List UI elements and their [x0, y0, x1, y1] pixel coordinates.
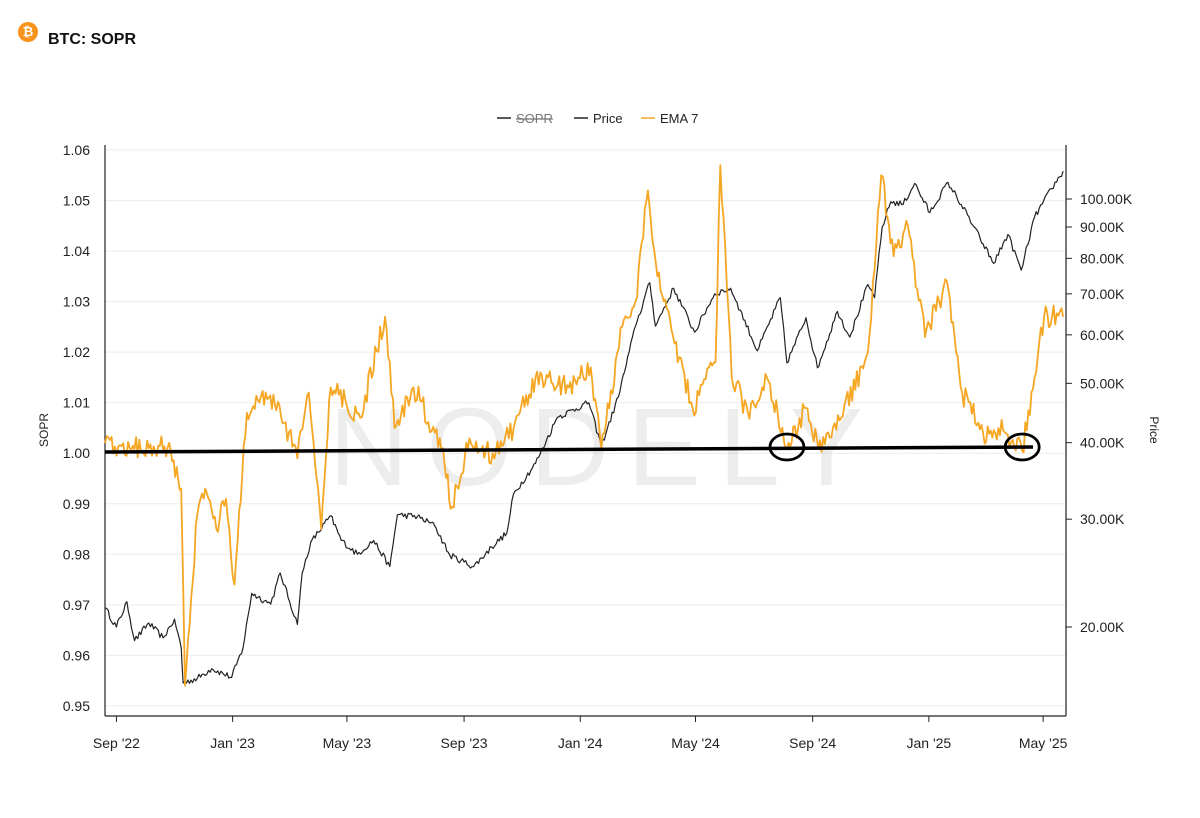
y-left-tick-label: 1.04 [63, 243, 90, 259]
y-left-tick-label: 1.00 [63, 445, 90, 461]
y-right-tick-label: 80.00K [1080, 250, 1125, 266]
y-right-tick-label: 100.00K [1080, 191, 1133, 207]
y-right-tick-label: 70.00K [1080, 286, 1125, 302]
y-left-tick-label: 0.99 [63, 496, 90, 512]
legend-item-sopr: SOPR [516, 111, 553, 126]
y-right-tick-label: 20.00K [1080, 619, 1125, 635]
x-tick-label: Sep '22 [93, 735, 140, 751]
annotation-circle [768, 432, 806, 462]
x-tick-label: Sep '24 [789, 735, 836, 751]
legend-item-price: Price [593, 111, 623, 126]
x-tick-label: May '23 [323, 735, 372, 751]
x-tick-label: Sep '23 [441, 735, 488, 751]
x-tick-label: Jan '23 [210, 735, 255, 751]
y-left-tick-label: 0.96 [63, 647, 90, 663]
y-left-tick-label: 0.97 [63, 597, 90, 613]
series-line-ema-7 [104, 164, 1064, 687]
x-tick-label: May '24 [671, 735, 720, 751]
legend-item-ema-7: EMA 7 [660, 111, 698, 126]
y-right-tick-label: 60.00K [1080, 327, 1125, 343]
y-left-tick-label: 1.06 [63, 142, 90, 158]
series-line-price [104, 171, 1064, 684]
x-tick-label: Jan '24 [558, 735, 603, 751]
y-left-tick-label: 1.02 [63, 344, 90, 360]
y-right-tick-label: 50.00K [1080, 375, 1125, 391]
x-tick-label: Jan '25 [906, 735, 951, 751]
y-left-axis-label: SOPR [37, 413, 51, 447]
reference-line-1-00 [104, 445, 1034, 454]
y-right-tick-label: 30.00K [1080, 511, 1125, 527]
y-right-axis-label: Price [1147, 416, 1161, 444]
y-right-tick-label: 90.00K [1080, 219, 1125, 235]
bitcoin-logo-icon: ₿ [18, 22, 38, 42]
y-left-tick-label: 1.03 [63, 294, 90, 310]
y-left-tick-label: 1.01 [63, 395, 90, 411]
y-right-tick-label: 40.00K [1080, 435, 1125, 451]
chart-header: ₿ [18, 22, 38, 42]
annotation-circle [1003, 432, 1041, 462]
y-left-tick-label: 0.98 [63, 546, 90, 562]
x-tick-label: May '25 [1019, 735, 1068, 751]
y-left-tick-label: 1.05 [63, 193, 90, 209]
chart-title: BTC: SOPR [48, 31, 136, 48]
y-left-tick-label: 0.95 [63, 698, 90, 714]
